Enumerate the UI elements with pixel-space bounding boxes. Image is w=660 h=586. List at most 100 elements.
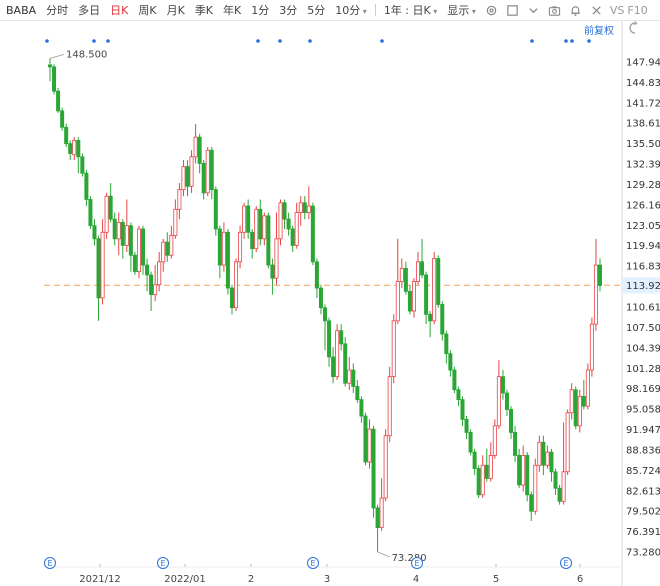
candle[interactable] bbox=[161, 238, 166, 272]
candle[interactable] bbox=[432, 251, 437, 325]
tab-quarterly-k[interactable]: 季K bbox=[194, 4, 214, 17]
candle[interactable] bbox=[331, 347, 336, 384]
candle[interactable] bbox=[533, 458, 538, 515]
candle[interactable] bbox=[460, 396, 465, 426]
candle[interactable] bbox=[573, 386, 578, 430]
candle[interactable] bbox=[553, 468, 558, 495]
candle[interactable] bbox=[375, 504, 380, 552]
candle[interactable] bbox=[104, 192, 109, 239]
candle[interactable] bbox=[456, 386, 461, 407]
candle[interactable] bbox=[201, 160, 206, 200]
candle[interactable] bbox=[157, 251, 162, 292]
candle[interactable] bbox=[517, 448, 522, 489]
candle[interactable] bbox=[569, 383, 574, 420]
candle[interactable] bbox=[209, 146, 214, 200]
candle[interactable] bbox=[80, 153, 85, 177]
candle[interactable] bbox=[367, 419, 372, 469]
candle[interactable] bbox=[128, 222, 133, 272]
news-marker-icon[interactable] bbox=[45, 39, 49, 43]
event-marker-icon[interactable]: E bbox=[307, 557, 319, 569]
candle[interactable] bbox=[136, 225, 141, 279]
candle[interactable] bbox=[177, 183, 182, 220]
candle[interactable] bbox=[327, 317, 332, 367]
candle[interactable] bbox=[173, 199, 178, 239]
display-select[interactable]: 显示 bbox=[442, 2, 481, 18]
candle[interactable] bbox=[525, 452, 530, 502]
candle[interactable] bbox=[278, 199, 283, 246]
candle[interactable] bbox=[294, 202, 299, 249]
candle[interactable] bbox=[577, 389, 582, 433]
candle[interactable] bbox=[56, 87, 61, 113]
candle[interactable] bbox=[464, 416, 469, 439]
candle[interactable] bbox=[513, 425, 518, 462]
candle[interactable] bbox=[234, 258, 239, 312]
candle[interactable] bbox=[448, 350, 453, 377]
candle[interactable] bbox=[420, 238, 425, 279]
candle[interactable] bbox=[436, 255, 441, 308]
candle[interactable] bbox=[48, 58, 53, 82]
candle[interactable] bbox=[509, 406, 514, 439]
candle[interactable] bbox=[561, 422, 566, 505]
candle[interactable] bbox=[391, 314, 396, 384]
candle[interactable] bbox=[488, 442, 493, 482]
candle[interactable] bbox=[383, 429, 388, 502]
candle[interactable] bbox=[266, 212, 271, 269]
news-marker-icon[interactable] bbox=[530, 39, 534, 43]
candle[interactable] bbox=[347, 356, 352, 390]
event-marker-icon[interactable]: E bbox=[411, 557, 423, 569]
candle[interactable] bbox=[411, 278, 416, 318]
tab-1min[interactable]: 1分 bbox=[251, 4, 270, 17]
event-marker-icon[interactable]: E bbox=[560, 557, 572, 569]
candle[interactable] bbox=[68, 140, 73, 161]
candle[interactable] bbox=[132, 251, 137, 275]
candle[interactable] bbox=[185, 160, 190, 197]
candle[interactable] bbox=[310, 202, 315, 266]
tab-daily-k[interactable]: 日K bbox=[110, 4, 129, 17]
candle[interactable] bbox=[472, 448, 477, 476]
candle[interactable] bbox=[120, 219, 125, 259]
candle[interactable] bbox=[254, 206, 259, 252]
candle[interactable] bbox=[290, 225, 295, 252]
candle[interactable] bbox=[229, 284, 234, 315]
candle[interactable] bbox=[112, 212, 117, 246]
candle[interactable] bbox=[339, 324, 344, 351]
candle[interactable] bbox=[141, 225, 146, 275]
square-icon[interactable] bbox=[506, 4, 519, 17]
candle[interactable] bbox=[197, 133, 202, 174]
candle[interactable] bbox=[60, 107, 65, 131]
candle[interactable] bbox=[484, 448, 489, 482]
tab-5min[interactable]: 5分 bbox=[307, 4, 326, 17]
candle[interactable] bbox=[88, 196, 93, 229]
candle[interactable] bbox=[581, 379, 586, 410]
candle[interactable] bbox=[549, 448, 554, 482]
candle[interactable] bbox=[221, 222, 226, 272]
candle[interactable] bbox=[225, 228, 230, 295]
news-marker-icon[interactable] bbox=[564, 39, 568, 43]
tab-multi-day[interactable]: 多日 bbox=[78, 4, 101, 17]
candle[interactable] bbox=[52, 64, 57, 95]
candle[interactable] bbox=[351, 363, 356, 394]
candle[interactable] bbox=[270, 258, 275, 295]
candle[interactable] bbox=[124, 199, 129, 252]
candle[interactable] bbox=[274, 212, 279, 285]
tab-yearly-k[interactable]: 年K bbox=[223, 4, 242, 17]
candle[interactable] bbox=[169, 225, 174, 259]
candle[interactable] bbox=[403, 261, 408, 295]
news-marker-icon[interactable] bbox=[587, 39, 591, 43]
candle[interactable] bbox=[205, 146, 210, 197]
candle[interactable] bbox=[246, 199, 251, 239]
news-marker-icon[interactable] bbox=[92, 39, 96, 43]
candle[interactable] bbox=[359, 396, 364, 423]
candle[interactable] bbox=[84, 169, 89, 207]
candle[interactable] bbox=[165, 232, 170, 262]
candle[interactable] bbox=[371, 425, 376, 518]
candle[interactable] bbox=[100, 219, 105, 305]
candle[interactable] bbox=[440, 301, 445, 341]
candle[interactable] bbox=[565, 409, 570, 476]
candle[interactable] bbox=[318, 284, 323, 315]
candle[interactable] bbox=[238, 225, 243, 269]
tab-intraday[interactable]: 分时 bbox=[46, 4, 69, 17]
candle[interactable] bbox=[545, 445, 550, 469]
adjusted-price-toggle[interactable]: 前复权 bbox=[584, 26, 614, 37]
candle[interactable] bbox=[282, 199, 287, 229]
